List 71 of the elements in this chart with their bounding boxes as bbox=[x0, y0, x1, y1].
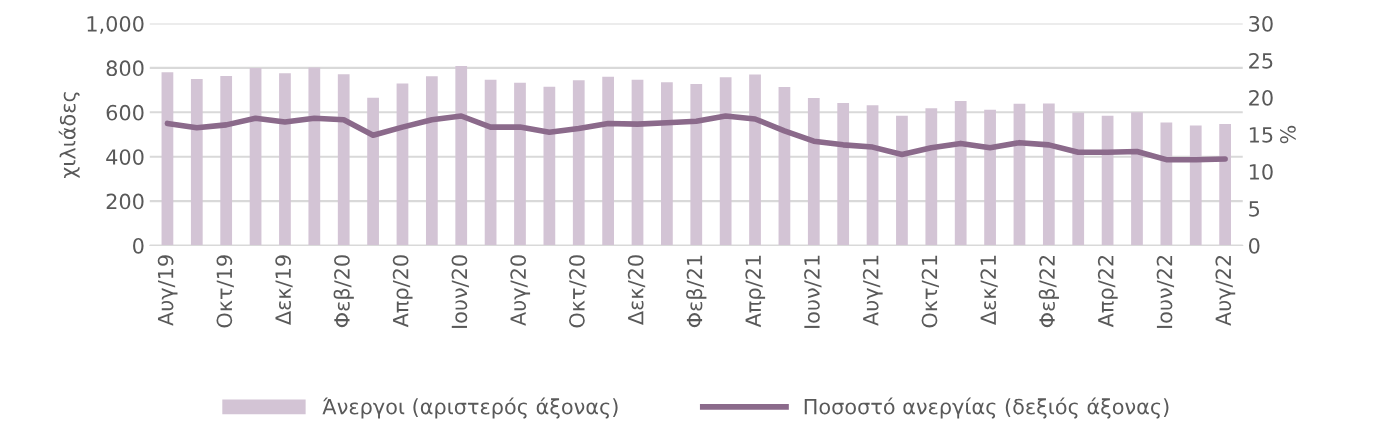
bar bbox=[690, 84, 703, 246]
x-tick-label: Ιουν/20 bbox=[451, 255, 469, 328]
bar bbox=[778, 86, 791, 246]
bar bbox=[1189, 125, 1202, 246]
x-tick-label: Αυγ/19 bbox=[157, 255, 178, 326]
legend-label: Άνεργοι (αριστερός άξονας) bbox=[322, 397, 618, 419]
y2-tick-label: 15 bbox=[1249, 127, 1273, 143]
bar bbox=[1042, 103, 1055, 246]
bar bbox=[866, 105, 879, 246]
y2-tick-label: 0 bbox=[1248, 237, 1260, 254]
x-tick-label: Φεβ/22 bbox=[1038, 255, 1059, 328]
bar bbox=[425, 76, 438, 246]
bar bbox=[807, 98, 820, 246]
bar bbox=[543, 86, 556, 246]
x-tick-label: Απρ/22 bbox=[1097, 255, 1118, 328]
bar bbox=[1160, 122, 1173, 246]
bar bbox=[249, 67, 262, 246]
x-tick-label: Απρ/21 bbox=[745, 255, 766, 328]
bar bbox=[1131, 112, 1143, 246]
bar bbox=[749, 74, 761, 246]
y-tick-label: 400 bbox=[106, 149, 144, 165]
bar bbox=[896, 115, 908, 246]
x-tick-label: Φεβ/20 bbox=[333, 255, 354, 328]
y-tick-label: 200 bbox=[106, 193, 144, 210]
bar bbox=[279, 73, 291, 246]
y2-tick-label: 5 bbox=[1249, 201, 1260, 217]
x-tick-label: Αυγ/22 bbox=[1215, 255, 1236, 326]
y-tick-label: 800 bbox=[106, 60, 144, 77]
y-tick-label: 1,000 bbox=[87, 15, 144, 34]
x-tick-label: Δεκ/19 bbox=[275, 255, 293, 326]
y2-tick-label: 20 bbox=[1249, 89, 1273, 106]
bar bbox=[337, 74, 350, 246]
bar bbox=[396, 83, 409, 246]
x-tick-label: Αυγ/21 bbox=[862, 255, 883, 326]
bar bbox=[190, 79, 203, 246]
bar bbox=[161, 72, 174, 246]
y2-tick-label: 25 bbox=[1249, 52, 1273, 69]
x-tick-label: Ιουν/21 bbox=[804, 255, 822, 328]
bar bbox=[925, 108, 938, 246]
x-tick-label: Δεκ/20 bbox=[627, 255, 646, 326]
y2-tick-label: 10 bbox=[1249, 163, 1273, 180]
x-tick-label: Οκτ/21 bbox=[921, 255, 939, 328]
y-tick-label: 0 bbox=[133, 237, 144, 254]
bar bbox=[455, 66, 468, 246]
x-tick-label: Αυγ/20 bbox=[510, 255, 531, 326]
bar bbox=[954, 100, 967, 246]
y2-tick-label: 30 bbox=[1249, 15, 1273, 32]
y2-axis-title: % bbox=[1280, 125, 1296, 144]
bar bbox=[484, 79, 497, 246]
x-tick-label: Απρ/20 bbox=[392, 255, 413, 328]
bar bbox=[837, 102, 850, 246]
bar bbox=[308, 67, 321, 246]
x-tick-label: Οκτ/19 bbox=[216, 255, 234, 328]
bar bbox=[631, 79, 644, 246]
x-tick-label: Ιουν/22 bbox=[1156, 255, 1175, 328]
y-axis-title: χιλιάδες bbox=[58, 92, 80, 179]
legend-label: Ποσοστό ανεργίας (δεξιός άξονας) bbox=[804, 397, 1169, 419]
bar bbox=[719, 77, 732, 246]
bar bbox=[661, 82, 673, 246]
bar bbox=[1219, 124, 1231, 246]
bar bbox=[572, 80, 585, 246]
bar bbox=[514, 82, 526, 246]
bar bbox=[367, 97, 379, 246]
bar bbox=[984, 109, 996, 246]
x-tick-label: Φεβ/21 bbox=[686, 255, 707, 328]
y-tick-label: 600 bbox=[106, 104, 144, 121]
bar bbox=[602, 76, 615, 246]
bar bbox=[220, 76, 233, 246]
x-tick-label: Οκτ/20 bbox=[569, 255, 587, 328]
bar bbox=[1072, 112, 1085, 246]
x-tick-label: Δεκ/21 bbox=[980, 255, 998, 326]
